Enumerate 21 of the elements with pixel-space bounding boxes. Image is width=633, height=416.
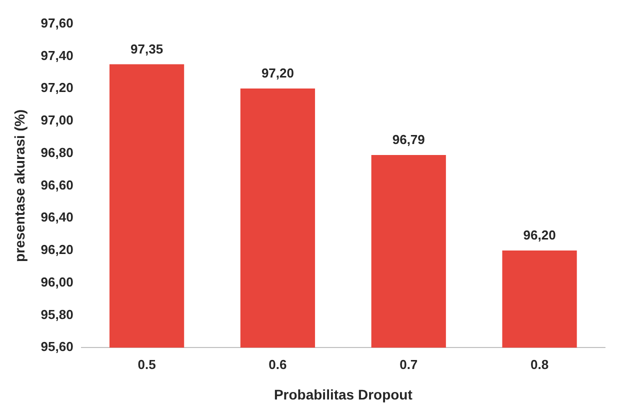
y-tick-label: 97,60: [40, 15, 74, 30]
x-axis-title: Probabilitas Dropout: [274, 386, 413, 402]
y-tick-label: 96,40: [40, 210, 74, 225]
y-tick-label: 97,40: [40, 48, 74, 63]
data-label: 97,20: [261, 66, 294, 81]
y-tick-label: 96,80: [40, 144, 74, 160]
x-tick-label: 0.7: [400, 356, 418, 372]
data-label: 96,79: [392, 132, 425, 148]
y-tick-label: 97,20: [40, 80, 74, 96]
x-tick-label: 0.6: [268, 356, 287, 372]
y-tick-label: 95,60: [40, 339, 74, 354]
y-tick-label: 97,00: [40, 112, 74, 128]
y-tick-label: 96,00: [40, 274, 74, 290]
data-label: 97,35: [130, 41, 164, 56]
data-label: 96,20: [523, 228, 556, 243]
x-tick-label: 0.8: [530, 356, 549, 372]
y-tick-label: 95,80: [40, 306, 74, 322]
y-tick-label: 96,60: [40, 177, 74, 192]
y-tick-label: 96,20: [40, 242, 74, 258]
x-tick-label: 0.5: [138, 356, 156, 372]
y-axis-title: presentase akurasi (%): [11, 109, 28, 262]
